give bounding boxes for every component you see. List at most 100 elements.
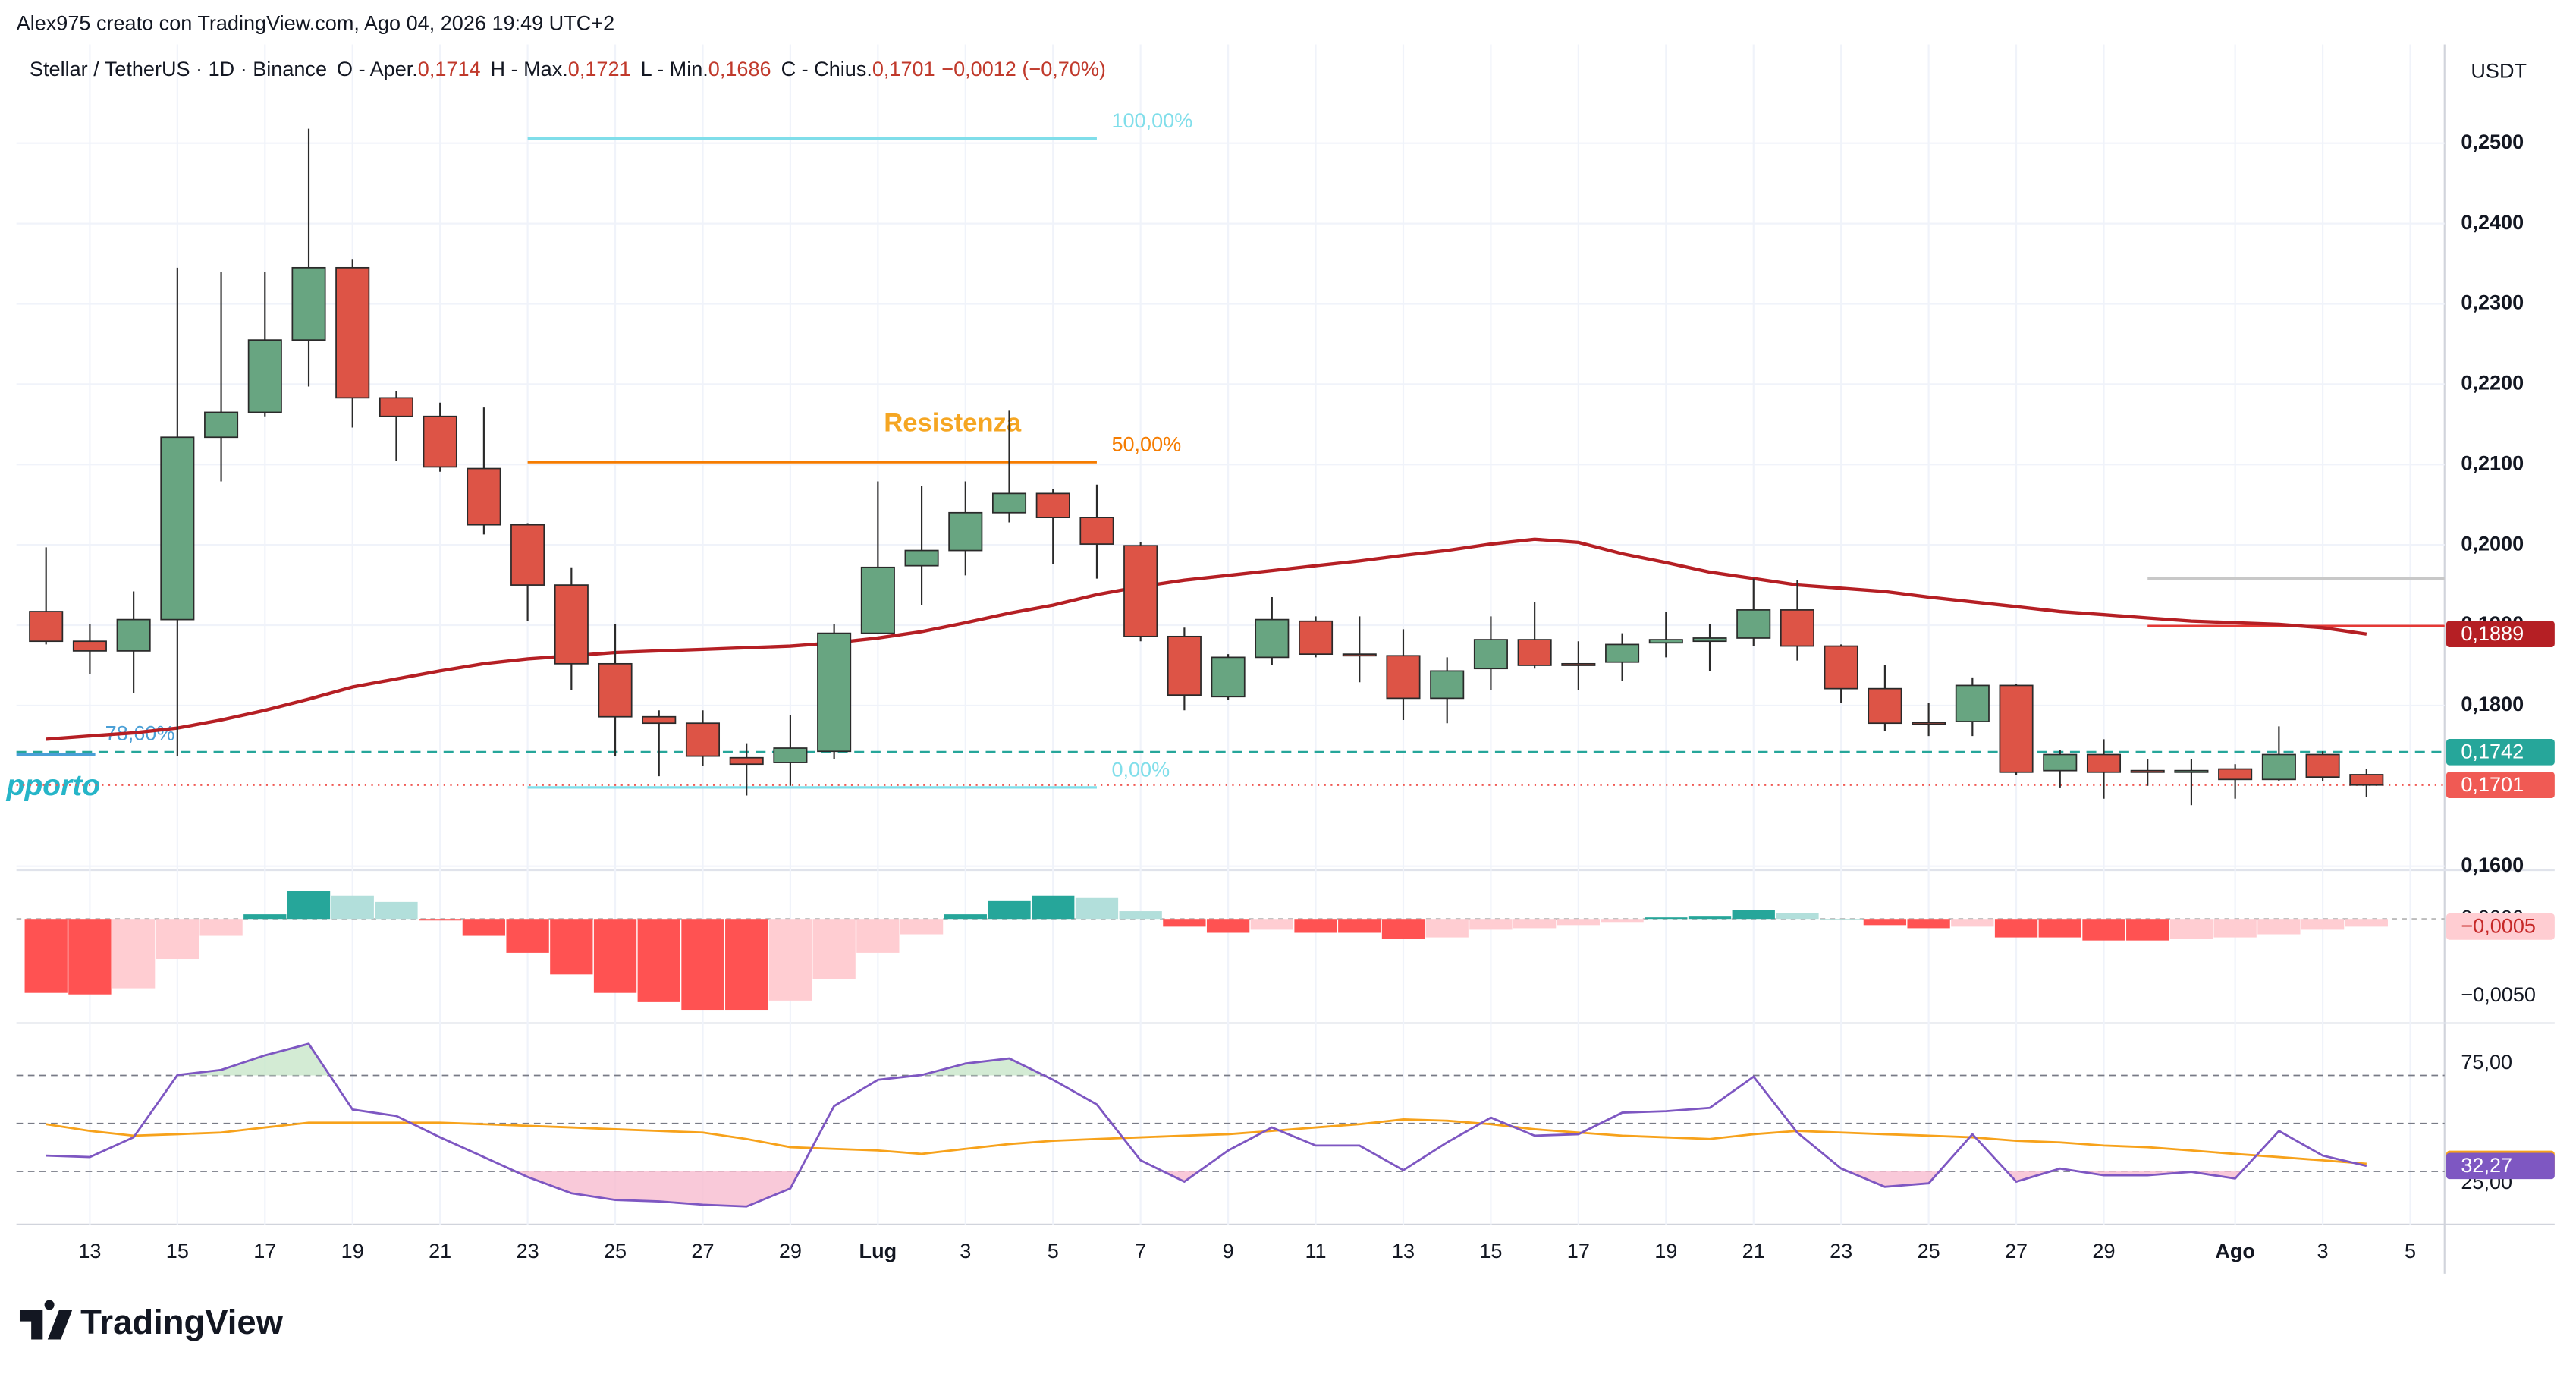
x-tick-label: 29 [779,1239,802,1262]
annotation-resistance: Resistenza [884,408,1022,437]
price-badge-label: 32,27 [2461,1153,2512,1177]
histogram-bar [506,919,549,953]
histogram-bar [1381,919,1425,939]
histogram-bar [812,919,856,979]
candle-body [2305,753,2340,778]
candle-body [1035,492,1070,519]
histogram-bar [1994,919,2038,938]
price-badge-label: 0,1742 [2461,740,2524,763]
histogram-bar [2345,919,2388,927]
x-tick-label: 21 [429,1239,451,1262]
o-label: O - Aper. [337,57,418,80]
histogram-bar [1250,919,1293,930]
histogram-bar [2257,919,2301,935]
histogram-bar [2213,919,2257,938]
candle-body [729,756,764,766]
annotation-support: pporto [6,769,100,802]
currency: USDT [2471,58,2527,82]
price-badge-label: 0,1701 [2461,772,2524,796]
x-tick-label: 15 [1479,1239,1502,1262]
y-tick-label: 0,2400 [2461,210,2524,234]
candle-body [1079,517,1114,545]
candle-body [116,618,151,652]
change: −0,0012 (−0,70%) [941,57,1106,80]
rsi-line [46,1042,2367,1208]
rsi-line [46,1118,2367,1165]
y-tick-label: 0,2100 [2461,451,2524,474]
histogram-bar [1075,897,1119,920]
candle-body [948,511,983,552]
histogram-bar [768,919,812,1001]
candle-body [379,397,413,417]
histogram-bar [331,895,374,920]
price-badge [2446,621,2555,648]
x-tick-label: 25 [604,1239,627,1262]
x-tick-label: 5 [1048,1239,1059,1262]
candle-body [1648,639,1683,644]
legend: Stellar / TetherUS · 1D · Binance O - Ape… [30,57,1106,80]
plot: 13 15 17 19 21 23 25 27 29 Lug 3 5 7 9 11 13 15 17 19 21 23 2… [6,44,2555,1274]
histogram-bar [550,919,593,975]
x-tick-label: 21 [1742,1239,1765,1262]
candle-body [1430,670,1465,700]
histogram-bar [1513,919,1557,929]
candle-body [1736,609,1771,639]
histogram-bar [1557,919,1601,926]
candle-body [1955,684,1990,722]
price-badge-label: −0,0005 [2461,914,2536,938]
histogram-bar [593,919,637,993]
candle-body [773,747,808,763]
histogram-bar [24,919,68,993]
candle-body [1999,684,2034,773]
x-tick-label: 3 [2317,1239,2329,1262]
histogram-bar [1032,895,1075,920]
candle-body [335,266,370,399]
histogram-bar [988,900,1031,920]
candle-body [1386,655,1421,700]
histogram-bar [900,919,944,935]
candle-body [2086,753,2122,773]
histogram-bar [2126,919,2169,941]
x-tick-label: 17 [253,1239,276,1262]
histogram-bar [1119,911,1162,920]
candle-body [467,467,501,526]
c-value: 0,1701 [872,57,935,80]
histogram-bar [1732,910,1775,920]
candle-body [1211,656,1246,698]
x-tick-label: 27 [691,1239,714,1262]
oversold-fill [46,1171,2367,1207]
histogram-bar [1688,916,1732,920]
x-tick-label: Lug [859,1239,897,1262]
credit: Alex975 creato con TradingView.com, Ago … [17,11,614,35]
x-tick-label: 5 [2405,1239,2416,1262]
histogram-bar [419,919,462,921]
histogram-bar [1469,919,1513,930]
candle-body [247,339,282,413]
c-label: C - Chius. [781,57,872,80]
histogram-bar [1338,919,1381,933]
candle-body [991,492,1027,514]
histogram-bar [681,919,724,1011]
candle-body [817,632,852,753]
candle-body [1517,639,1552,666]
x-tick-label: 7 [1135,1239,1146,1262]
candle-body [1868,687,1902,725]
histogram-bar [1820,919,1863,920]
o-value: 0,1714 [418,57,481,80]
x-tick-label: 29 [2092,1239,2115,1262]
histogram-bar [462,919,506,936]
histogram-bar [2301,919,2345,930]
x-tick-label: Ago [2215,1239,2255,1262]
candle-body [904,549,939,567]
price-badge [2446,738,2555,766]
y-tick-label: 0,2300 [2461,291,2524,314]
price-badge-label: 0,1889 [2461,621,2524,645]
x-tick-label: 23 [517,1239,539,1262]
x-tick-label: 19 [341,1239,364,1262]
histogram-bar [287,891,331,920]
histogram-bar [156,919,199,960]
x-tick-label: 25 [1918,1239,1940,1262]
histogram-bar [243,914,287,920]
